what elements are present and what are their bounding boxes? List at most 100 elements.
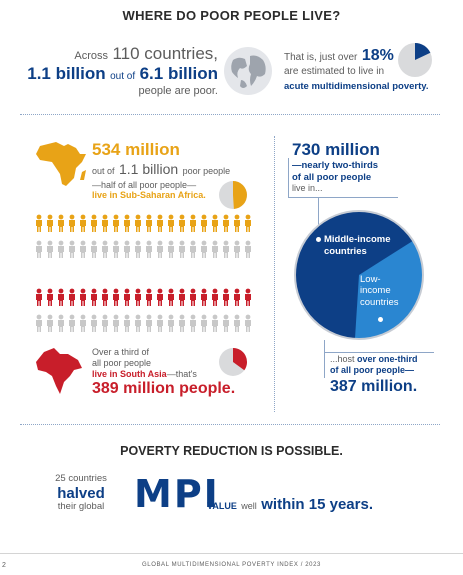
- acute-label: acute multidimensional poverty.: [284, 80, 429, 92]
- countries-label: 25 countries: [55, 473, 107, 484]
- person-icon: [34, 288, 44, 311]
- person-icon: [45, 314, 55, 337]
- mpi-logo: MPI: [134, 474, 220, 516]
- over-one-third-label: over one-third: [357, 354, 418, 364]
- person-icon: [56, 288, 66, 311]
- person-icon: [89, 314, 99, 337]
- page-number: 2: [2, 562, 6, 569]
- south-asia-amount: 389 million people.: [92, 380, 236, 398]
- thats-label: —that's: [166, 368, 197, 379]
- person-icon: [100, 288, 110, 311]
- person-icon: [111, 314, 121, 337]
- value-label: VALUE: [207, 501, 237, 511]
- person-icon: [34, 240, 44, 263]
- person-icon: [133, 214, 143, 237]
- person-icon: [166, 240, 176, 263]
- person-icon: [210, 240, 220, 263]
- people-row-grey: [34, 314, 256, 337]
- person-icon: [111, 288, 121, 311]
- income-amount-2: 387 million.: [330, 377, 418, 395]
- person-icon: [199, 214, 209, 237]
- people-grid-africa: [34, 214, 256, 263]
- person-icon: [144, 214, 154, 237]
- person-icon: [89, 240, 99, 263]
- person-icon: [100, 214, 110, 237]
- person-icon: [221, 288, 231, 311]
- person-icon: [89, 214, 99, 237]
- across-label: Across: [74, 50, 109, 62]
- out-of-label: out of: [110, 71, 136, 83]
- person-icon: [243, 214, 253, 237]
- person-icon: [232, 240, 242, 263]
- person-icon: [155, 214, 165, 237]
- person-icon: [45, 288, 55, 311]
- person-icon: [67, 314, 77, 337]
- divider-middle: [20, 424, 440, 425]
- income-amount: 730 million: [292, 140, 380, 159]
- person-icon: [221, 240, 231, 263]
- person-icon: [100, 314, 110, 337]
- low-income-label: Low-income countries: [360, 274, 399, 308]
- people-grid-asia: [34, 288, 256, 337]
- person-icon: [243, 314, 253, 337]
- person-icon: [122, 314, 132, 337]
- report-title: GLOBAL MULTIDIMENSIONAL POVERTY INDEX / …: [141, 562, 321, 568]
- bracket-bottom: [324, 352, 434, 378]
- person-icon: [210, 214, 220, 237]
- person-icon: [221, 214, 231, 237]
- person-icon: [243, 240, 253, 263]
- person-icon: [45, 214, 55, 237]
- person-icon: [221, 314, 231, 337]
- estimated-label: are estimated to live in: [284, 66, 385, 77]
- footer-rule: [0, 553, 463, 554]
- person-icon: [155, 288, 165, 311]
- of-all-label: of all poor people: [292, 171, 372, 183]
- person-icon: [177, 314, 187, 337]
- over-third-label: Over a third of: [92, 347, 150, 357]
- person-icon: [232, 288, 242, 311]
- people-row-red: [34, 288, 256, 311]
- person-icon: [133, 240, 143, 263]
- south-asia-share-pie: [218, 347, 248, 377]
- person-icon: [177, 288, 187, 311]
- live-in-south-asia: live in South Asia: [92, 368, 167, 379]
- person-icon: [188, 240, 198, 263]
- within-label: within 15 years.: [261, 496, 373, 513]
- person-icon: [133, 288, 143, 311]
- person-icon: [210, 314, 220, 337]
- person-icon: [122, 288, 132, 311]
- nearly-label: —nearly two-thirds: [292, 160, 379, 172]
- person-icon: [177, 240, 187, 263]
- person-icon: [166, 214, 176, 237]
- middle-income-label: Middle-income countries: [324, 234, 391, 257]
- south-asia-map-icon: [34, 346, 84, 398]
- africa-out-of: out of: [92, 166, 115, 177]
- person-icon: [56, 240, 66, 263]
- world-poor-pie: [397, 42, 433, 78]
- person-icon: [78, 214, 88, 237]
- person-icon: [144, 288, 154, 311]
- person-icon: [166, 314, 176, 337]
- person-icon: [45, 240, 55, 263]
- page-title: WHERE DO POOR PEOPLE LIVE?: [122, 8, 341, 23]
- billion-total: 6.1 billion: [139, 64, 218, 84]
- reduction-left: 25 countries halved their global: [36, 473, 126, 513]
- person-icon: [78, 288, 88, 311]
- person-icon: [144, 240, 154, 263]
- person-icon: [144, 314, 154, 337]
- person-icon: [78, 314, 88, 337]
- income-text: 730 million —nearly two-thirds of all po…: [292, 140, 442, 194]
- person-icon: [67, 240, 77, 263]
- of-all-poor-label: of all poor people—: [330, 365, 415, 376]
- person-icon: [177, 214, 187, 237]
- person-icon: [188, 288, 198, 311]
- low-income-dot: [378, 317, 383, 322]
- person-icon: [122, 240, 132, 263]
- bracket-connector: [318, 198, 319, 234]
- person-icon: [34, 214, 44, 237]
- person-icon: [67, 288, 77, 311]
- people-row-orange: [34, 214, 256, 237]
- percent-value: 18%: [361, 47, 394, 64]
- halved-label: halved: [57, 484, 105, 502]
- all-poor-label: all poor people: [92, 357, 152, 368]
